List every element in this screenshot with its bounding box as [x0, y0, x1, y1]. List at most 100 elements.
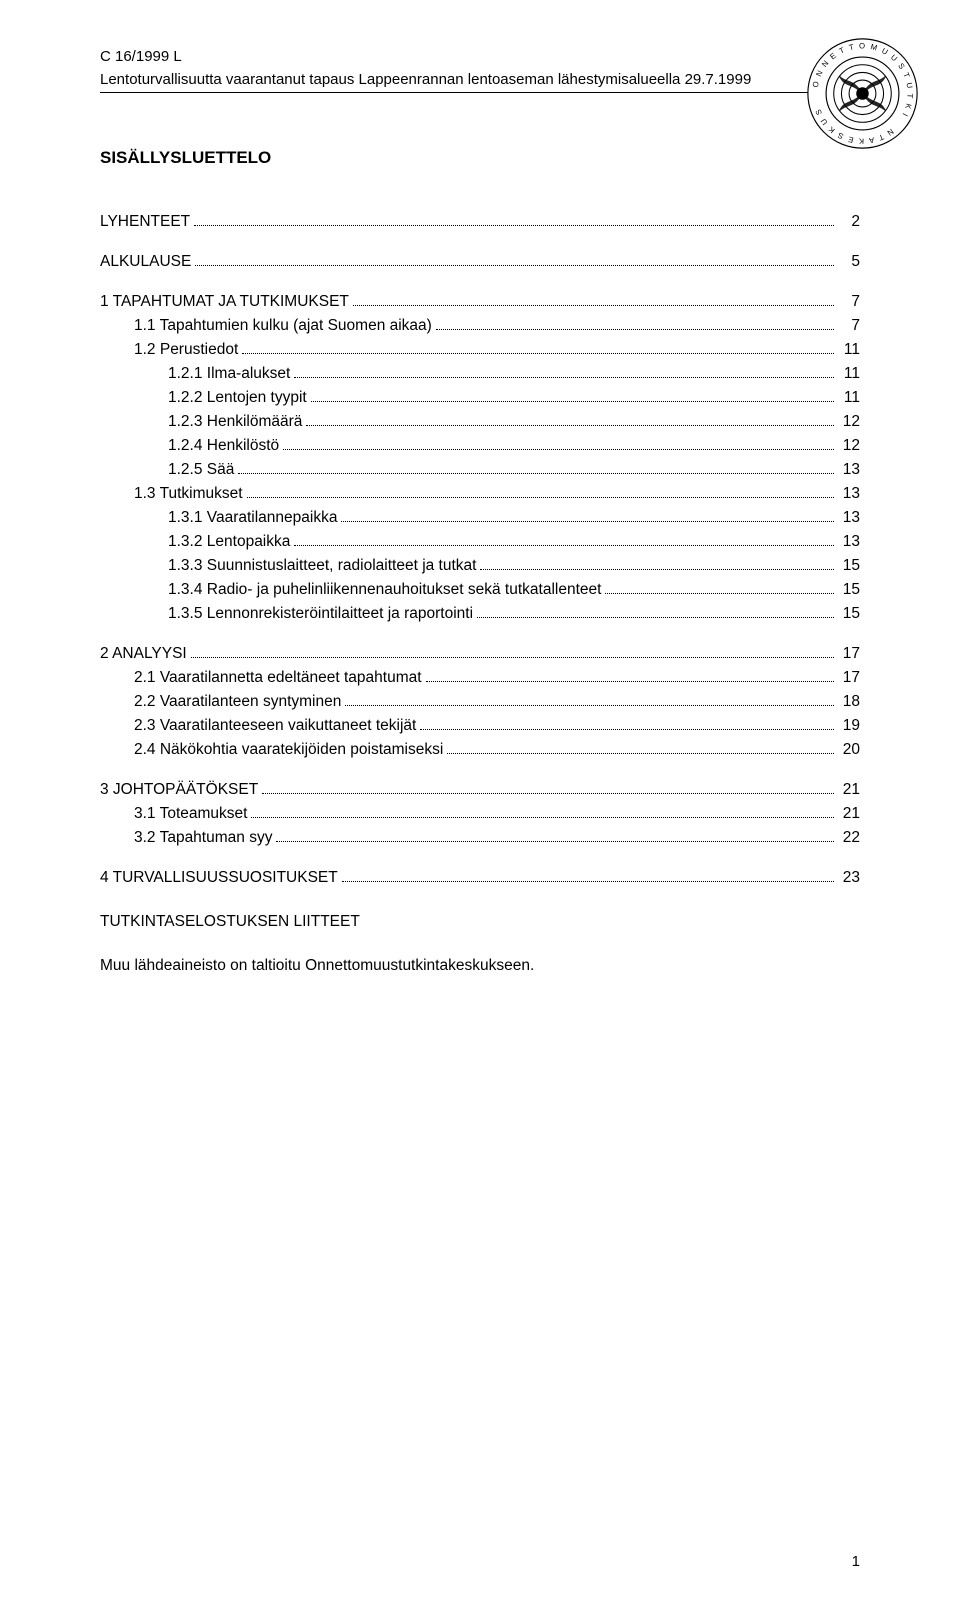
toc-page: 15	[838, 605, 860, 623]
toc-leader	[294, 377, 834, 378]
toc-leader	[294, 545, 834, 546]
toc-page: 13	[838, 485, 860, 503]
page-header: O N N E T T O M U U S T U T K I N T A K …	[100, 48, 860, 93]
toc-row: 1.2.4 Henkilöstö 12	[100, 437, 860, 455]
toc-label: 3.2 Tapahtuman syy	[100, 829, 272, 847]
toc-page: 12	[838, 437, 860, 455]
toc-label: 3 JOHTOPÄÄTÖKSET	[100, 781, 258, 799]
toc-label: 2.2 Vaaratilanteen syntyminen	[100, 693, 341, 711]
toc-page: 7	[838, 293, 860, 311]
toc-leader	[341, 521, 834, 522]
toc-label: 2.1 Vaaratilannetta edeltäneet tapahtuma…	[100, 669, 422, 687]
toc-page: 5	[838, 253, 860, 271]
toc-page: 23	[838, 869, 860, 887]
toc-leader	[311, 401, 834, 402]
toc-leader	[426, 681, 834, 682]
toc-label: 2 ANALYYSI	[100, 645, 187, 663]
toc-row: 1.2.3 Henkilömäärä 12	[100, 413, 860, 431]
toc-page: 21	[838, 805, 860, 823]
toc-leader	[345, 705, 834, 706]
toc-label: 1.2.1 Ilma-alukset	[100, 365, 290, 383]
header-underline	[100, 92, 860, 93]
toc-label: 1.2.4 Henkilöstö	[100, 437, 279, 455]
toc-label: 1.2.5 Sää	[100, 461, 234, 479]
toc-row: 1.3.3 Suunnistuslaitteet, radiolaitteet …	[100, 557, 860, 575]
toc-leader	[238, 473, 834, 474]
toc-leader	[191, 657, 834, 658]
toc-leader	[477, 617, 834, 618]
toc-row: 1.2.2 Lentojen tyypit11	[100, 389, 860, 407]
toc-page: 11	[838, 389, 860, 407]
appendix-title: TUTKINTASELOSTUKSEN LIITTEET	[100, 913, 860, 931]
toc-row: 2 ANALYYSI 17	[100, 645, 860, 663]
toc-label: 4 TURVALLISUUSSUOSITUKSET	[100, 869, 338, 887]
table-of-contents: LYHENTEET2 ALKULAUSE 5 1 TAPAHTUMAT JA TUTK…	[100, 213, 860, 887]
toc-page: 19	[838, 717, 860, 735]
toc-leader	[447, 753, 834, 754]
toc-page: 17	[838, 669, 860, 687]
toc-page: 18	[838, 693, 860, 711]
toc-leader	[420, 729, 834, 730]
toc-row: 2.2 Vaaratilanteen syntyminen 18	[100, 693, 860, 711]
toc-label: 1 TAPAHTUMAT JA TUTKIMUKSET	[100, 293, 349, 311]
toc-page: 11	[838, 365, 860, 383]
toc-row: 1 TAPAHTUMAT JA TUTKIMUKSET 7	[100, 293, 860, 311]
toc-row: 2.3 Vaaratilanteeseen vaikuttaneet tekij…	[100, 717, 860, 735]
toc-page: 15	[838, 557, 860, 575]
toc-label: 1.3.3 Suunnistuslaitteet, radiolaitteet …	[100, 557, 476, 575]
toc-label: 1.3.4 Radio- ja puhelinliikennenauhoituk…	[100, 581, 601, 599]
toc-leader	[342, 881, 834, 882]
toc-row: 2.1 Vaaratilannetta edeltäneet tapahtuma…	[100, 669, 860, 687]
toc-leader	[251, 817, 834, 818]
toc-row: 1.2 Perustiedot 11	[100, 341, 860, 359]
toc-label: 2.3 Vaaratilanteeseen vaikuttaneet tekij…	[100, 717, 416, 735]
toc-title: SISÄLLYSLUETTELO	[100, 148, 860, 168]
closing-note: Muu lähdeaineisto on taltioitu Onnettomu…	[100, 957, 860, 975]
toc-row: 3.1 Toteamukset 21	[100, 805, 860, 823]
document-id: C 16/1999 L	[100, 48, 860, 65]
toc-row: LYHENTEET2	[100, 213, 860, 231]
toc-row: 4 TURVALLISUUSSUOSITUKSET 23	[100, 869, 860, 887]
toc-leader	[436, 329, 834, 330]
toc-row: 1.3.1 Vaaratilannepaikka13	[100, 509, 860, 527]
toc-row: ALKULAUSE 5	[100, 253, 860, 271]
toc-leader	[283, 449, 834, 450]
page-number: 1	[852, 1553, 860, 1570]
toc-leader	[247, 497, 834, 498]
toc-label: 1.2 Perustiedot	[100, 341, 238, 359]
toc-leader	[605, 593, 834, 594]
toc-page: 2	[838, 213, 860, 231]
toc-label: 1.2.3 Henkilömäärä	[100, 413, 302, 431]
toc-page: 11	[838, 341, 860, 359]
toc-leader	[480, 569, 834, 570]
toc-label: 1.3.5 Lennonrekisteröintilaitteet ja rap…	[100, 605, 473, 623]
toc-label: 2.4 Näkökohtia vaaratekijöiden poistamis…	[100, 741, 443, 759]
toc-row: 3 JOHTOPÄÄTÖKSET 21	[100, 781, 860, 799]
toc-page: 22	[838, 829, 860, 847]
toc-page: 20	[838, 741, 860, 759]
toc-label: 3.1 Toteamukset	[100, 805, 247, 823]
toc-page: 12	[838, 413, 860, 431]
toc-label: 1.3.2 Lentopaikka	[100, 533, 290, 551]
toc-leader	[195, 265, 834, 266]
toc-row: 1.1 Tapahtumien kulku (ajat Suomen aikaa…	[100, 317, 860, 335]
toc-row: 1.3.4 Radio- ja puhelinliikennenauhoituk…	[100, 581, 860, 599]
page: O N N E T T O M U U S T U T K I N T A K …	[0, 0, 960, 1620]
toc-row: 1.3 Tutkimukset13	[100, 485, 860, 503]
toc-label: 1.1 Tapahtumien kulku (ajat Suomen aikaa…	[100, 317, 432, 335]
toc-row: 1.2.5 Sää 13	[100, 461, 860, 479]
toc-page: 15	[838, 581, 860, 599]
agency-logo: O N N E T T O M U U S T U T K I N T A K …	[805, 36, 920, 151]
toc-page: 21	[838, 781, 860, 799]
toc-row: 1.2.1 Ilma-alukset 11	[100, 365, 860, 383]
toc-page: 17	[838, 645, 860, 663]
toc-row: 1.3.2 Lentopaikka13	[100, 533, 860, 551]
toc-page: 13	[838, 461, 860, 479]
document-subtitle: Lentoturvallisuutta vaarantanut tapaus L…	[100, 71, 860, 88]
toc-leader	[262, 793, 834, 794]
toc-page: 7	[838, 317, 860, 335]
toc-label: ALKULAUSE	[100, 253, 191, 271]
toc-leader	[353, 305, 834, 306]
toc-row: 2.4 Näkökohtia vaaratekijöiden poistamis…	[100, 741, 860, 759]
toc-leader	[276, 841, 834, 842]
